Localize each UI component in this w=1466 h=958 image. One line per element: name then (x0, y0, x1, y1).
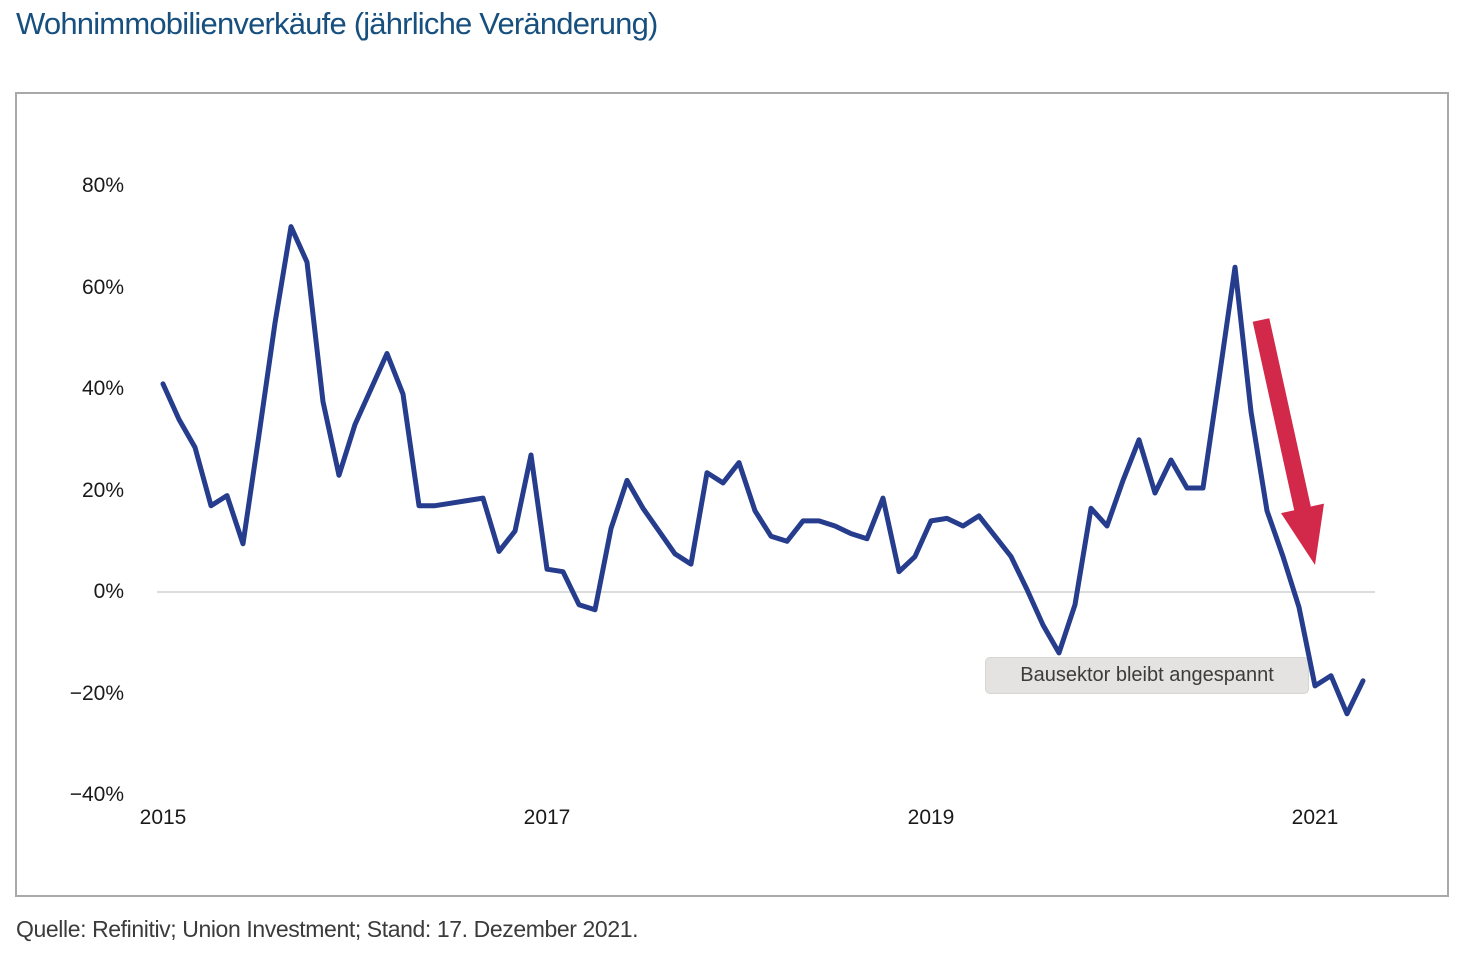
annotation-label: Bausektor bleibt angespannt (985, 657, 1309, 694)
y-axis-label: −20% (69, 681, 124, 705)
x-axis-label: 2017 (523, 806, 571, 829)
chart-title: Wohnimmobilienverkäufe (jährliche Veränd… (16, 6, 658, 41)
y-axis-label: 60% (81, 275, 124, 299)
y-axis-label: 20% (81, 478, 124, 502)
y-axis-label: 80% (81, 174, 124, 197)
chart-box: Bausektor bleibt angespannt 80% 60% 40% 20%… (15, 92, 1449, 897)
chart-svg (157, 224, 1375, 717)
x-axis-label: 2015 (139, 806, 187, 829)
y-axis-label: 0% (93, 580, 124, 603)
x-axis-label: 2021 (1291, 806, 1339, 829)
y-axis-label: 40% (81, 377, 124, 400)
source-note: Quelle: Refinitiv; Union Investment; Sta… (16, 916, 639, 942)
y-axis-label: −40% (69, 783, 124, 806)
x-axis-label: 2019 (907, 806, 955, 829)
trend-arrow-icon (1252, 318, 1324, 565)
series-line (160, 224, 1366, 717)
